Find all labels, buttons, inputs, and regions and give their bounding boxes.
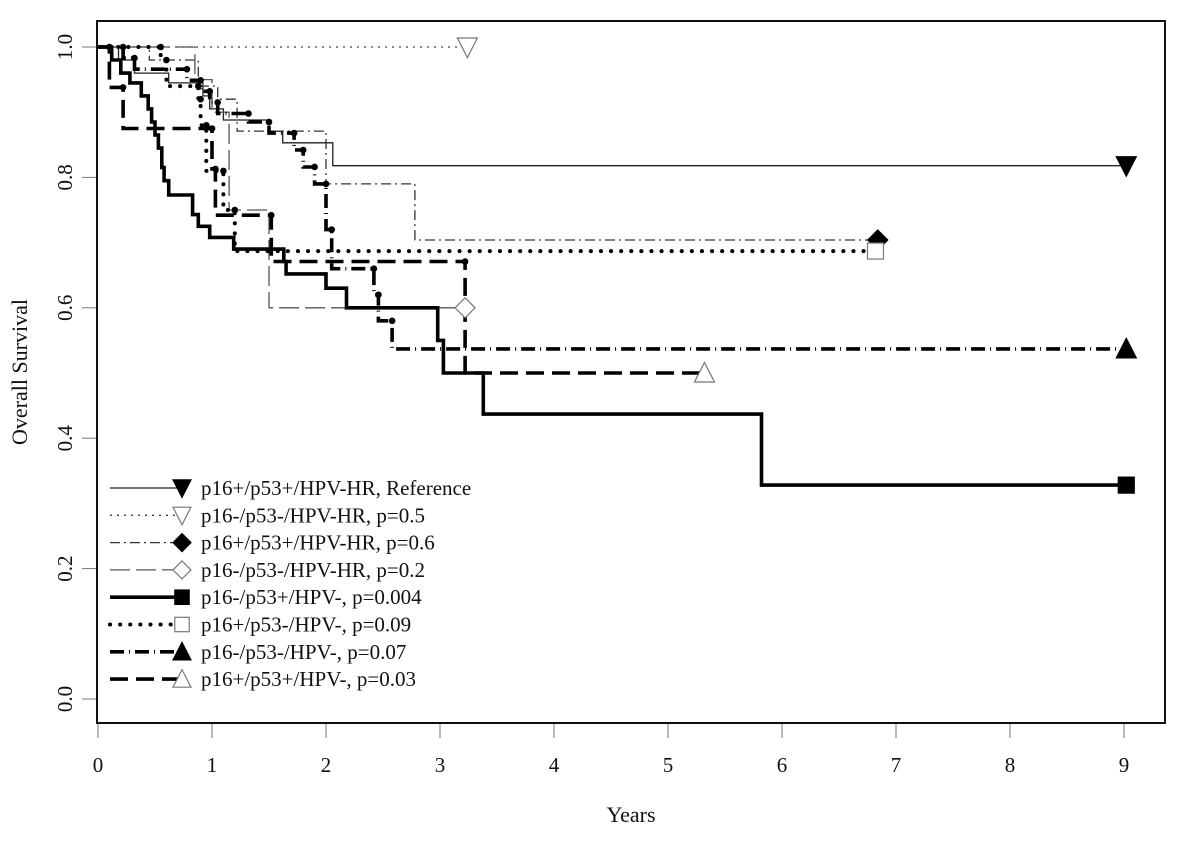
y-tick-label: 0.2 — [53, 555, 77, 581]
y-tick-label: 1.0 — [53, 34, 77, 60]
filled-up-triangle-marker — [172, 641, 192, 661]
open-up-triangle-marker — [693, 361, 716, 383]
filled-square-marker — [1117, 476, 1135, 494]
censor-dot — [163, 56, 170, 64]
survival-curves — [96, 43, 1127, 487]
y-tick-label: 0.8 — [53, 164, 77, 190]
censor-dot — [195, 82, 202, 90]
legend-label: p16+/p53+/HPV-HR, Reference — [201, 476, 471, 500]
y-tick-label: 0.4 — [53, 425, 77, 452]
censor-dot — [214, 99, 221, 106]
survival-curve-7 — [98, 45, 1127, 351]
censor-dot — [388, 317, 396, 325]
filled-up-triangle-marker — [1115, 337, 1138, 359]
censor-dot — [299, 146, 307, 154]
x-tick-label: 1 — [207, 753, 218, 777]
open-square-marker — [174, 616, 190, 633]
censor-dot — [131, 54, 138, 62]
open-down-triangle-marker — [172, 506, 192, 527]
censor-dot — [311, 163, 318, 171]
x-tick-label: 8 — [1005, 753, 1016, 777]
x-tick-label: 2 — [321, 753, 332, 777]
legend-label: p16-/p53-/HPV-HR, p=0.5 — [201, 503, 425, 527]
censor-dot — [245, 110, 252, 117]
y-axis-title: Overall Survival — [7, 299, 32, 445]
x-tick-label: 4 — [549, 753, 560, 777]
x-axis-title: Years — [606, 802, 655, 827]
censor-dot — [231, 206, 239, 214]
censor-dot — [370, 265, 378, 272]
censor-dot — [265, 118, 273, 126]
y-axis: 0.0 0.2 0.4 0.6 0.8 1.0 — [53, 34, 96, 712]
censor-dot — [267, 211, 275, 219]
filled-down-triangle-marker — [172, 479, 192, 499]
censor-dot — [157, 43, 164, 51]
legend-label: p16-/p53-/HPV-HR, p=0.2 — [201, 558, 425, 582]
legend: p16+/p53+/HPV-HR, Reference p16-/p53-/HPV… — [108, 476, 471, 691]
legend-label: p16+/p53+/HPV-HR, p=0.6 — [201, 531, 435, 555]
x-tick-label: 7 — [891, 753, 902, 777]
legend-item: p16+/p53+/HPV-HR, Reference — [110, 476, 471, 500]
censor-dot — [197, 95, 204, 103]
legend-item: p16-/p53-/HPV-HR, p=0.5 — [110, 503, 425, 527]
y-tick-label: 0.6 — [53, 295, 77, 321]
x-tick-label: 3 — [435, 753, 446, 777]
open-up-triangle-marker — [172, 668, 192, 688]
censor-dot — [119, 84, 127, 91]
legend-item: p16-/p53+/HPV-, p=0.004 — [110, 585, 422, 609]
legend-label: p16+/p53+/HPV-, p=0.03 — [201, 667, 416, 691]
censor-dot — [322, 180, 330, 188]
filled-down-triangle-marker — [1115, 156, 1138, 178]
x-tick-label: 6 — [777, 753, 788, 777]
open-down-triangle-marker — [456, 37, 479, 59]
open-square-marker — [866, 242, 885, 260]
survival-curve-4 — [98, 46, 466, 309]
legend-item: p16+/p53+/HPV-HR, p=0.6 — [110, 531, 435, 555]
censor-dot — [119, 43, 127, 51]
censor-dot — [183, 65, 191, 73]
censor-dot — [208, 125, 216, 132]
x-tick-label: 9 — [1119, 753, 1130, 777]
filled-square-marker — [174, 589, 190, 605]
censor-dot — [461, 258, 469, 265]
y-tick-label: 0.0 — [53, 686, 77, 712]
censor-dot — [328, 226, 336, 233]
x-axis: 0 1 2 3 4 5 6 7 8 9 — [93, 724, 1130, 777]
survival-curve-6 — [96, 45, 878, 254]
censor-dot — [206, 88, 214, 95]
plot-frame — [96, 20, 1166, 724]
legend-label: p16+/p53-/HPV-, p=0.09 — [201, 613, 411, 637]
censor-dot — [106, 43, 113, 51]
legend-item: p16-/p53-/HPV-HR, p=0.2 — [110, 558, 425, 582]
censor-dot — [290, 129, 298, 137]
censor-dot — [197, 76, 204, 84]
legend-item: p16-/p53-/HPV-, p=0.07 — [110, 640, 406, 664]
legend-item: p16+/p53+/HPV-, p=0.03 — [110, 667, 416, 691]
end-markers — [454, 37, 1138, 494]
x-tick-label: 5 — [663, 753, 674, 777]
legend-label: p16-/p53+/HPV-, p=0.004 — [201, 585, 422, 609]
censor-dot — [220, 167, 227, 175]
legend-item: p16+/p53-/HPV-, p=0.09 — [108, 613, 411, 637]
legend-label: p16-/p53-/HPV-, p=0.07 — [201, 640, 406, 664]
censor-dot — [375, 291, 382, 299]
filled-diamond-marker — [172, 532, 192, 553]
open-diamond-marker — [172, 560, 192, 580]
open-diamond-marker — [454, 296, 476, 319]
x-tick-label: 0 — [93, 753, 104, 777]
survival-curve-5 — [98, 45, 1127, 487]
censor-dot — [212, 165, 219, 173]
